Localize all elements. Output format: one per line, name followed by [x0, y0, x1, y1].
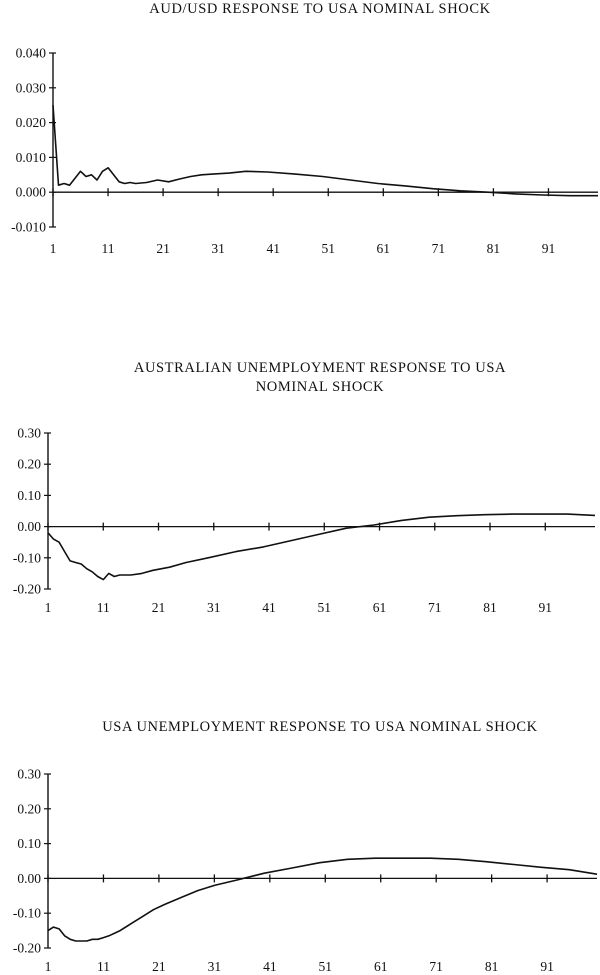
chart-2-x-tick-label: 51 [318, 600, 332, 615]
chart-1-y-tick-label: 0.040 [16, 46, 47, 61]
chart-3-y-tick-label: -0.10 [13, 906, 41, 921]
chart-1-x-tick-label: 61 [377, 241, 391, 256]
chart-title-2-line-1: AUSTRALIAN UNEMPLOYMENT RESPONSE TO USA [133, 360, 507, 376]
chart-2-x-tick-label: 31 [207, 600, 221, 615]
chart-3-x-tick-label: 71 [429, 959, 443, 974]
chart-3-y-tick-label: -0.20 [13, 941, 41, 956]
chart-3-y-tick-label: 0.10 [17, 836, 41, 851]
chart-2-y-tick-label: -0.10 [13, 550, 41, 565]
chart-2-x-tick-label: 71 [428, 600, 442, 615]
chart-title-3-line-1: USA UNEMPLOYMENT RESPONSE TO USA NOMINAL… [102, 719, 538, 735]
chart-1-x-tick-label: 81 [487, 241, 501, 256]
chart-title-2-line-2: NOMINAL SHOCK [255, 379, 385, 395]
chart-1-x-tick-label: 21 [156, 241, 170, 256]
chart-1-x-tick-label: 1 [50, 241, 57, 256]
chart-2-y-tick-label: -0.20 [13, 582, 41, 597]
chart-2-x-tick-label: 11 [97, 600, 110, 615]
chart-2-x-tick-label: 61 [373, 600, 387, 615]
chart-3-x-tick-label: 81 [485, 959, 499, 974]
chart-2-x-tick-label: 91 [539, 600, 553, 615]
chart-1-y-tick-label: 0.030 [16, 80, 47, 95]
chart-2-x-tick-label: 81 [483, 600, 497, 615]
chart-3-response-line [47, 857, 598, 942]
chart-3-x-tick-label: 61 [374, 959, 388, 974]
chart-1-x-tick-label: 31 [211, 241, 225, 256]
chart-1-y-tick-label: 0.010 [16, 150, 47, 165]
chart-2-x-tick-label: 41 [262, 600, 276, 615]
chart-1-x-tick-label: 11 [102, 241, 115, 256]
chart-3-x-tick-label: 91 [540, 959, 554, 974]
chart-2-y-tick-label: 0.30 [17, 426, 41, 441]
chart-1-response-line [52, 105, 598, 197]
chart-title-3: USA UNEMPLOYMENT RESPONSE TO USA NOMINAL… [0, 718, 600, 737]
chart-3-x-tick-label: 41 [263, 959, 277, 974]
chart-1-y-tick-label: 0.000 [16, 185, 47, 200]
chart-2-y-tick-label: 0.10 [17, 488, 41, 503]
chart-1-x-tick-label: 51 [322, 241, 336, 256]
chart-1-x-tick-label: 71 [432, 241, 446, 256]
chart-title-1-line-1: AUD/USD RESPONSE TO USA NOMINAL SHOCK [149, 1, 491, 17]
chart-1-y-tick-label: -0.010 [11, 220, 46, 235]
chart-2-response-line [47, 513, 596, 581]
chart-3-y-tick-label: 0.20 [17, 801, 41, 816]
chart-3-x-tick-label: 31 [208, 959, 222, 974]
chart-3-x-tick-label: 51 [319, 959, 333, 974]
chart-3-x-tick-label: 21 [152, 959, 166, 974]
chart-3-y-tick-label: 0.00 [17, 871, 41, 886]
chart-title-1: AUD/USD RESPONSE TO USA NOMINAL SHOCK [0, 0, 600, 19]
chart-3-plot: -0.20-0.100.000.100.200.301 11 21 31 41 51 61 7… [13, 767, 598, 974]
chart-3-x-tick-label: 1 [45, 959, 52, 974]
chart-title-2: AUSTRALIAN UNEMPLOYMENT RESPONSE TO USA … [0, 359, 600, 397]
chart-2-x-tick-label: 1 [45, 600, 52, 615]
chart-3-y-tick-label: 0.30 [17, 767, 41, 782]
chart-3-x-tick-label: 11 [97, 959, 110, 974]
chart-2-y-tick-label: 0.00 [17, 519, 41, 534]
chart-2-y-tick-label: 0.20 [17, 457, 41, 472]
chart-1-x-tick-label: 41 [266, 241, 280, 256]
chart-2-x-tick-label: 21 [152, 600, 166, 615]
chart-2-plot: -0.20-0.100.000.100.200.301 11 21 31 41 51 61 7… [13, 426, 596, 615]
chart-1-x-tick-label: 91 [542, 241, 556, 256]
chart-1-y-tick-label: 0.020 [16, 115, 47, 130]
